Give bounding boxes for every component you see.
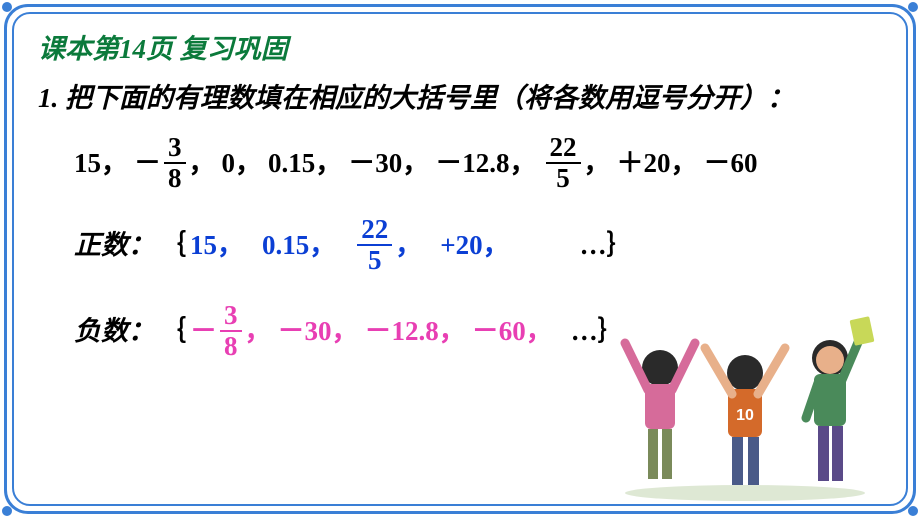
positive-set: 正数： ｛ 15， 0.15， 22 5 ， +20， …｝ bbox=[74, 216, 882, 274]
fraction: 3 8 bbox=[164, 134, 186, 192]
answer-item: － 3 8 bbox=[190, 302, 245, 360]
corner-dot bbox=[908, 2, 918, 12]
page-title: 课本第14页 复习巩固 bbox=[38, 28, 882, 71]
svg-text:10: 10 bbox=[736, 407, 754, 424]
num-item: 22 5 bbox=[543, 134, 584, 192]
num-item: －12.8 bbox=[435, 142, 509, 185]
num-item: 0 bbox=[222, 142, 236, 185]
num-item: － 3 8 bbox=[134, 134, 189, 192]
answer-item: +20 bbox=[440, 224, 482, 267]
question-number: 1. bbox=[38, 83, 58, 113]
brace-open: ｛ bbox=[155, 310, 190, 353]
answer-item: 22 5 bbox=[354, 216, 395, 274]
answer-item: －30 bbox=[278, 310, 332, 353]
set-label: 负数： bbox=[74, 310, 155, 353]
fraction: 22 5 bbox=[357, 216, 392, 274]
num-item: －60 bbox=[704, 142, 758, 185]
corner-dot bbox=[908, 506, 918, 516]
num-item: ＋20 bbox=[617, 142, 671, 185]
brace-close: …｝ bbox=[576, 224, 638, 267]
question-text: 1. 把下面的有理数填在相应的大括号里（将各数用逗号分开）： bbox=[38, 77, 882, 120]
question-body: 把下面的有理数填在相应的大括号里（将各数用逗号分开）： bbox=[65, 83, 794, 113]
num-item: －30 bbox=[348, 142, 402, 185]
answer-item: －60 bbox=[472, 310, 526, 353]
corner-dot bbox=[2, 2, 12, 12]
answer-item: 0.15 bbox=[262, 224, 309, 267]
corner-dot bbox=[2, 506, 12, 516]
fraction: 3 8 bbox=[220, 302, 242, 360]
answer-item: 15 bbox=[190, 224, 217, 267]
answer-item: －12.8 bbox=[365, 310, 439, 353]
fraction: 22 5 bbox=[546, 134, 581, 192]
brace-open: ｛ bbox=[155, 224, 190, 267]
num-item: 0.15 bbox=[268, 142, 315, 185]
set-label: 正数： bbox=[74, 224, 155, 267]
num-item: 15 bbox=[74, 142, 101, 185]
children-illustration: 10 bbox=[590, 298, 890, 508]
number-list: 15， － 3 8 ， 0， 0.15， －30， －12.8， 22 5 ， … bbox=[74, 134, 882, 192]
